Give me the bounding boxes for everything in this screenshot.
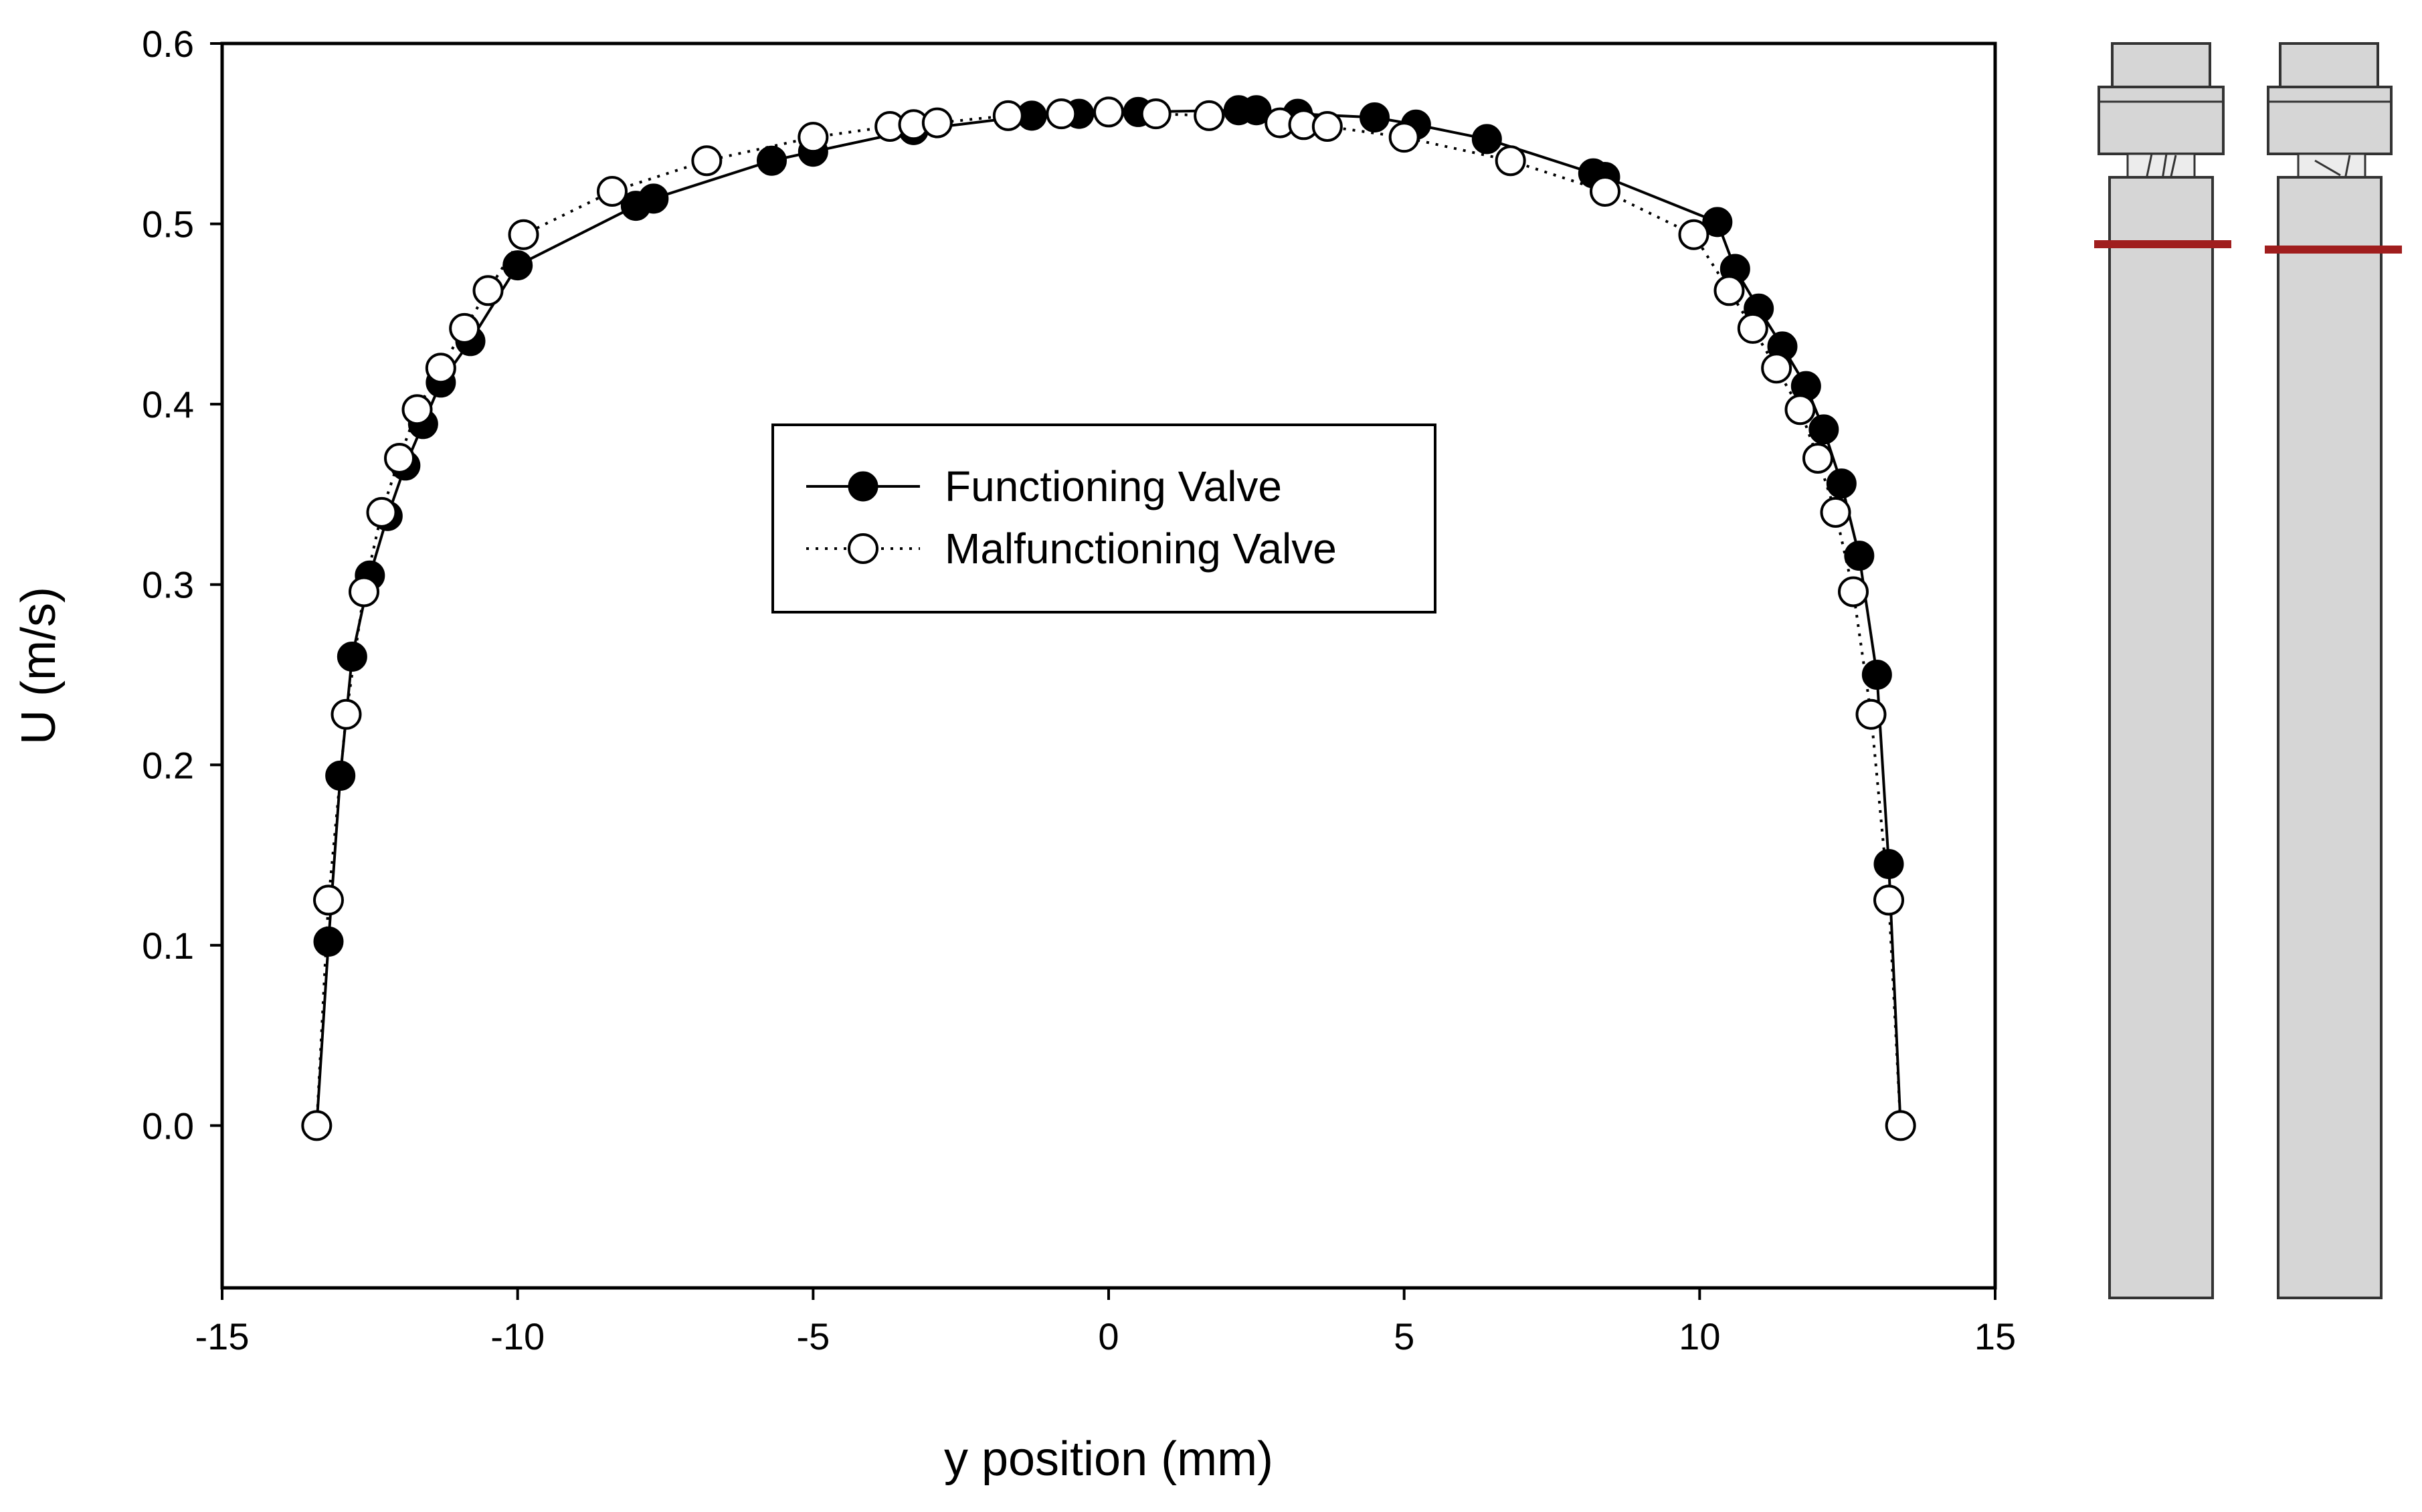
data-point-malfunctioning [449, 312, 480, 344]
data-point-functioning [325, 760, 356, 791]
legend-marker-malfunctioning [848, 533, 878, 564]
data-point-functioning [757, 145, 787, 176]
data-point-malfunctioning [508, 219, 539, 250]
data-point-malfunctioning [1838, 576, 1869, 607]
data-point-malfunctioning [992, 100, 1024, 131]
valve-top-stub [2111, 42, 2211, 95]
valve-housing [2267, 86, 2393, 155]
data-point-functioning [1826, 468, 1857, 499]
valve-tube [2277, 176, 2383, 1299]
data-point-functioning [502, 250, 533, 281]
y-tick-label: 0.6 [142, 23, 194, 65]
x-tick-label: 5 [1394, 1315, 1414, 1357]
data-point-functioning [1360, 102, 1390, 133]
x-axis-ticks: -15 -10 -5 0 5 10 15 [195, 1288, 2016, 1357]
data-point-malfunctioning [472, 275, 504, 306]
x-tick-label: -5 [796, 1315, 830, 1357]
x-tick-label: -10 [490, 1315, 545, 1357]
data-point-malfunctioning [366, 496, 397, 528]
data-point-malfunctioning [1713, 275, 1745, 306]
data-point-malfunctioning [1855, 698, 1887, 730]
data-point-functioning [1808, 414, 1839, 445]
valve-stuck-leaflet-icon [2314, 155, 2351, 180]
y-tick-label: 0.0 [142, 1105, 194, 1147]
legend-box [771, 423, 1436, 613]
data-point-malfunctioning [691, 145, 723, 177]
data-point-malfunctioning [1761, 353, 1792, 384]
data-point-malfunctioning [1495, 145, 1526, 177]
valve-schematic-malfunctioning [2265, 42, 2402, 1299]
data-point-functioning [1241, 95, 1272, 126]
data-point-malfunctioning [1802, 443, 1833, 474]
data-point-malfunctioning [1885, 1110, 1916, 1141]
data-point-malfunctioning [1046, 98, 1077, 130]
legend-marker-functioning [848, 471, 878, 502]
y-tick-label: 0.2 [142, 744, 194, 786]
series-markers [301, 95, 1916, 1141]
data-point-functioning [313, 926, 344, 957]
data-point-functioning [1471, 124, 1502, 155]
data-point-malfunctioning [349, 576, 379, 607]
data-point-malfunctioning [425, 353, 456, 384]
legend-label-functioning: Functioning Valve [945, 462, 1282, 510]
legend: Functioning Valve Malfunctioning Valve [771, 423, 1436, 613]
data-point-functioning [638, 183, 669, 214]
valve-tube [2108, 176, 2214, 1299]
data-point-functioning [1844, 541, 1875, 571]
data-point-functioning [1861, 659, 1892, 690]
series-line-functioning [315, 108, 1902, 1126]
data-point-malfunctioning [313, 884, 344, 916]
valve-top-stub [2279, 42, 2379, 95]
data-point-malfunctioning [1093, 96, 1124, 128]
data-point-functioning [1873, 849, 1904, 880]
data-point-malfunctioning [597, 176, 628, 207]
data-point-functioning [337, 642, 367, 672]
series-lines [315, 108, 1902, 1126]
x-tick-label: 10 [1679, 1315, 1720, 1357]
data-point-malfunctioning [1194, 100, 1225, 131]
data-point-malfunctioning [384, 443, 415, 474]
data-point-functioning [1702, 207, 1733, 238]
y-axis-ticks: 0.0 0.1 0.2 0.3 0.4 0.5 0.6 [142, 23, 222, 1147]
data-point-malfunctioning [1873, 884, 1904, 916]
valve-leaflet-icon [2145, 153, 2177, 180]
data-point-malfunctioning [1140, 98, 1172, 130]
data-point-malfunctioning [798, 122, 829, 153]
data-point-malfunctioning [1784, 394, 1816, 426]
y-tick-label: 0.1 [142, 925, 194, 967]
data-point-malfunctioning [1311, 111, 1343, 142]
y-axis-title: U (m/s) [12, 587, 66, 745]
x-tick-label: -15 [195, 1315, 250, 1357]
x-tick-label: 15 [1974, 1315, 2016, 1357]
data-point-malfunctioning [921, 107, 953, 138]
data-point-malfunctioning [1678, 219, 1709, 250]
y-tick-label: 0.5 [142, 203, 194, 246]
data-point-malfunctioning [401, 394, 433, 426]
x-tick-label: 0 [1098, 1315, 1119, 1357]
valve-housing [2098, 86, 2225, 155]
data-point-malfunctioning [1590, 176, 1620, 207]
y-tick-label: 0.4 [142, 383, 194, 426]
data-point-malfunctioning [331, 698, 362, 730]
data-point-malfunctioning [1388, 122, 1420, 153]
valve-schematic-functioning [2094, 42, 2231, 1299]
x-axis-title: y position (mm) [944, 1432, 1273, 1486]
data-point-malfunctioning [1737, 312, 1768, 344]
y-tick-label: 0.3 [142, 564, 194, 606]
series-line-malfunctioning [315, 110, 1902, 1126]
legend-label-malfunctioning: Malfunctioning Valve [945, 525, 1337, 573]
data-point-malfunctioning [301, 1110, 333, 1141]
data-point-malfunctioning [1820, 496, 1851, 528]
